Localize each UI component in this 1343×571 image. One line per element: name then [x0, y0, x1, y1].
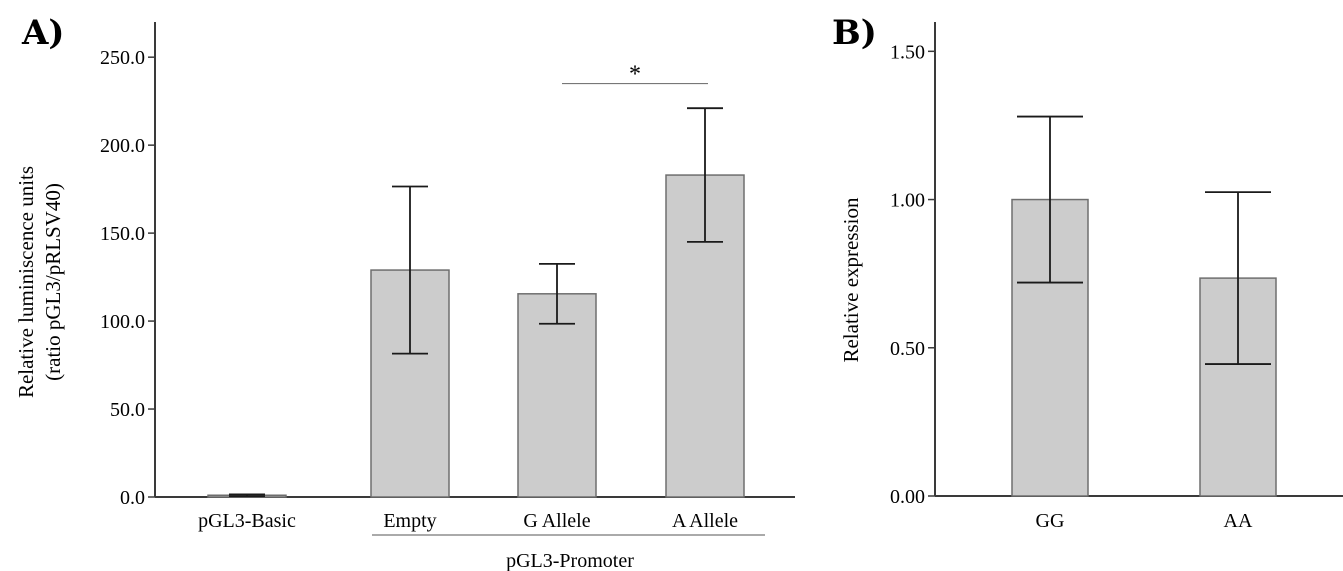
panel-a-ylabel-line-1: Relative luminiscence units: [14, 166, 38, 398]
panel-a-significance-mark: *: [629, 62, 641, 88]
panel-a-y-tick-label: 50.0: [110, 399, 145, 421]
panel-a-category-label: pGL3-Basic: [198, 510, 296, 532]
panel-b-chart: B) Relative expression 0.00 0.50 1.00 1.50 G…: [832, 13, 1343, 532]
panel-b-y-tick-label: 0.00: [890, 486, 925, 508]
panel-a-bar: [517, 293, 597, 498]
panel-a-y-tick-label: 0.0: [120, 487, 145, 509]
panel-b-y-tick-label: 1.00: [890, 190, 925, 212]
panel-a-chart: A) Relative luminiscence units (ratio pG…: [14, 13, 795, 571]
panel-a-group-label: pGL3-Promoter: [506, 550, 634, 571]
panel-b-y-tick-label: 1.50: [890, 41, 925, 63]
panel-a-category-label: G Allele: [523, 510, 590, 532]
panel-a-y-tick-label: 100.0: [100, 311, 145, 333]
panel-b-label: B): [832, 13, 877, 53]
panel-a-label: A): [21, 13, 64, 53]
panel-b-category-label: GG: [1036, 510, 1065, 532]
panel-a-y-tick-label: 150.0: [100, 223, 145, 245]
panel-a-category-label: A Allele: [672, 510, 738, 532]
panel-a-y-tick-label: 200.0: [100, 135, 145, 157]
panel-a-ylabel-line-2: (ratio pGL3/pRLSV40): [41, 183, 65, 381]
panel-a-category-label: Empty: [383, 510, 436, 532]
panel-b-category-label: AA: [1224, 510, 1253, 532]
panel-b-y-tick-label: 0.50: [890, 338, 925, 360]
panel-a-y-tick-label: 250.0: [100, 47, 145, 69]
panel-b-ylabel: Relative expression: [839, 197, 863, 363]
